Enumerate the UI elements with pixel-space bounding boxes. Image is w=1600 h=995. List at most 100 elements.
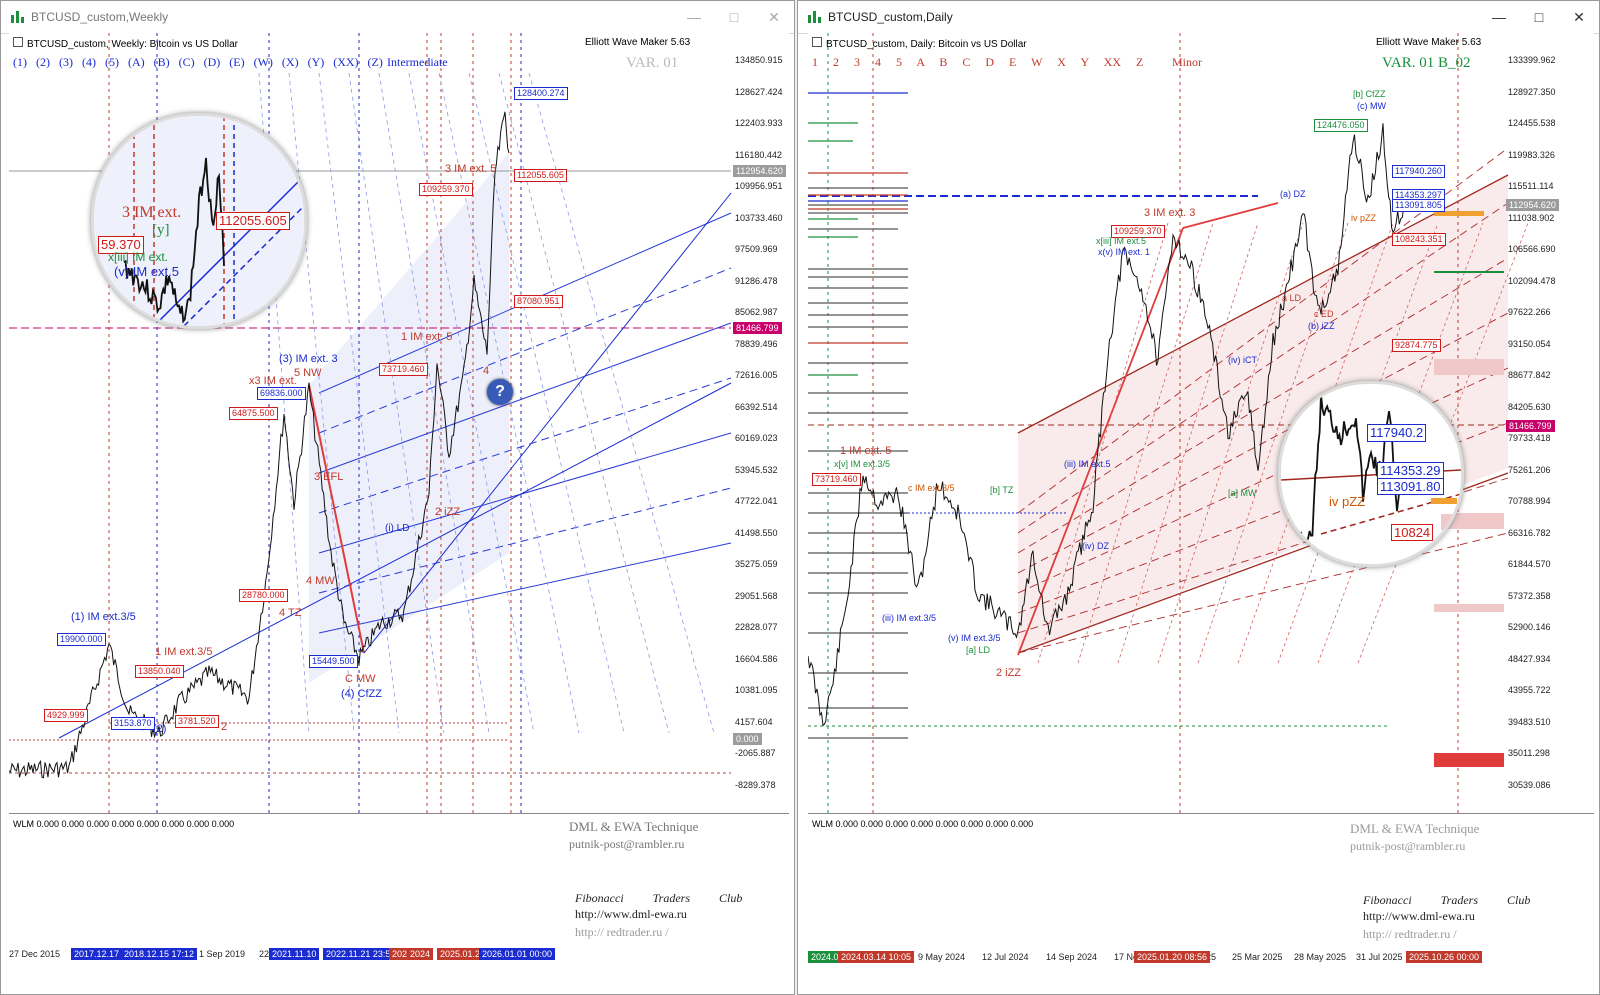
time-badge: 2022.11.21 23:5	[323, 948, 394, 960]
time-badge: 2026.01.01 00:00	[479, 948, 556, 960]
price-tick: 29051.568	[735, 590, 778, 601]
time-badge: 202	[389, 948, 411, 960]
price-tick: 78839.496	[735, 338, 778, 349]
wave-degree-buttons[interactable]: (1) (2) (3) (4) (5) (A) (B) (C) (D) (E) …	[13, 55, 383, 69]
price-tick: 79733.418	[1508, 433, 1551, 443]
time-tick: 28 May 2025	[1294, 952, 1347, 962]
fib-channel-line	[1017, 477, 1509, 634]
credit-technique: DML & EWA Technique	[569, 819, 699, 834]
zoom-price-series	[123, 157, 225, 324]
price-tick: 53945.532	[735, 464, 778, 475]
window-title: BTCUSD_custom,Daily	[828, 10, 953, 24]
symbol-icon	[812, 37, 822, 47]
price-tick: -2065.887	[735, 748, 776, 758]
minimize-icon[interactable]: —	[1492, 9, 1506, 25]
maximize-icon[interactable]: □	[729, 9, 739, 25]
time-badge: 2018.12.15 17:12	[121, 948, 198, 960]
price-tick: 57372.358	[1508, 590, 1551, 601]
zoom-magnifier: 117940.2 114353.29 113091.80 iv pZZ 1082…	[1278, 381, 1464, 567]
wlm-subwindow[interactable]	[808, 813, 1594, 964]
credit-site[interactable]: http:// redtrader.ru /	[1363, 927, 1457, 941]
weekly-chart-window[interactable]: BTCUSD_custom,Weekly — □ ✕ BTCUSD_custom…	[0, 0, 795, 995]
price-tick: 72616.005	[735, 370, 778, 380]
maximize-icon[interactable]: □	[1534, 9, 1544, 25]
price-tick: 47722.041	[735, 496, 778, 506]
level-tag: 109259.370	[1111, 225, 1165, 238]
question-icon[interactable]: ?	[487, 379, 513, 405]
zoom-level-tag: 113091.80	[1377, 478, 1444, 495]
trend-line	[153, 175, 304, 326]
weekly-price-chart[interactable]: BTCUSD_custom, Weekly: Bitcoin vs US Dol…	[8, 33, 789, 963]
wave-label: 4	[483, 365, 490, 377]
close-icon[interactable]: ✕	[768, 8, 780, 25]
title-bar[interactable]: BTCUSD_custom,Weekly — □ ✕	[1, 1, 794, 34]
time-badge: 2024	[407, 948, 434, 960]
wave-label: x[iii] IM ext.5	[1096, 236, 1147, 246]
daily-chart-canvas[interactable]	[807, 33, 1594, 963]
close-icon[interactable]: ✕	[1573, 8, 1585, 25]
level-tag: 3153.870	[111, 717, 155, 730]
daily-chart-window[interactable]: BTCUSD_custom,Daily — □ ✕ BTCUSD_custom,…	[797, 0, 1600, 995]
wave-label: (i) LD	[385, 523, 410, 534]
price-tick: 111038.902	[1508, 212, 1555, 223]
price-tick: 10381.095	[735, 685, 778, 695]
chart-app-icon	[808, 10, 822, 24]
wave-label: (b) iZZ	[1308, 321, 1335, 331]
wave-degree-buttons[interactable]: 1 2 3 4 5 A B C D E W X Y XX Z	[812, 55, 1144, 69]
degree-label[interactable]: Minor	[1172, 55, 1202, 69]
wave-label: iv pZZ	[1351, 213, 1377, 223]
chart-header: BTCUSD_custom, Weekly: Bitcoin vs US Dol…	[13, 37, 238, 50]
price-tick: 61844.570	[1508, 559, 1551, 569]
credit-site[interactable]: http:// redtrader.ru /	[575, 925, 669, 939]
wave-label: (iii) IM ext.5	[1064, 459, 1111, 469]
zoom-label: x[iii] IM ext.	[108, 250, 169, 264]
time-axis[interactable]: 9 May 2024 12 Jul 2024 14 Sep 2024 17 No 25 2…	[808, 950, 1508, 966]
minimize-icon[interactable]: —	[687, 9, 701, 25]
daily-price-chart[interactable]: BTCUSD_custom, Daily: Bitcoin vs US Doll…	[807, 33, 1594, 963]
time-tick: 17 No	[1114, 952, 1139, 962]
time-tick: 12 Jul 2024	[982, 952, 1029, 962]
indicator-name: Elliott Wave Maker 5.63	[585, 37, 691, 48]
level-tag: 3781.520	[175, 715, 219, 728]
wave-label: [a] MW	[1228, 488, 1257, 498]
price-tick: 41498.550	[735, 527, 778, 538]
price-tick: 43955.722	[1508, 685, 1551, 695]
title-bar[interactable]: BTCUSD_custom,Daily — □ ✕	[798, 1, 1599, 34]
wave-label: (iv) DZ	[1082, 541, 1109, 551]
wave-label: c ED	[1314, 309, 1334, 319]
fib-fan-line	[288, 72, 355, 734]
wlm-subwindow[interactable]	[9, 813, 789, 964]
credit-club: Fibonacci Traders Club	[1363, 893, 1531, 907]
price-axis[interactable]: 134850.915 128627.424 122403.933 116180.442…	[731, 33, 789, 813]
price-tick: 85062.987	[735, 307, 778, 317]
zoom-label: iv pZZ	[1329, 494, 1366, 509]
credit-email: putnik-post@rambler.ru	[1350, 839, 1466, 853]
level-tag: 4929.999	[44, 709, 88, 722]
credit-site[interactable]: http://www.dml-ewa.ru	[575, 907, 687, 921]
wave-label: x[v] IM ext.3/5	[834, 459, 891, 469]
credit-site[interactable]: http://www.dml-ewa.ru	[1363, 909, 1475, 923]
zone-marker	[1434, 753, 1504, 767]
wave-label: (c) MW	[1357, 101, 1386, 111]
symbol-icon	[13, 37, 23, 47]
price-tick: 124455.538	[1508, 118, 1556, 128]
fib-channel-line	[1017, 422, 1509, 614]
wave-label: x(v) IM ext. 1	[1098, 247, 1151, 257]
time-badge: 2021.11.10	[269, 948, 320, 960]
price-tick: 97509.969	[735, 244, 778, 254]
wave-label: 1 IM ext.3/5	[155, 646, 213, 658]
level-tag: 13850.040	[135, 665, 184, 678]
fib-fan-line	[1077, 222, 1214, 664]
channel-line	[1017, 174, 1509, 434]
wave-label: a LD	[1282, 293, 1302, 303]
level-tag: 73719.460	[379, 363, 428, 376]
price-tick: 93150.054	[1508, 338, 1551, 349]
time-tick: 27 Dec 2015	[9, 949, 61, 959]
time-tick: 22	[259, 949, 270, 959]
degree-label[interactable]: Intermediate	[387, 55, 448, 69]
level-tag: 112055.605	[514, 169, 567, 182]
time-axis[interactable]: 27 Dec 2015 1 Sep 2019 22 2017.12.17 2018.12…	[9, 947, 731, 963]
price-tick: 116180.442	[735, 149, 782, 160]
time-badge: 2017.12.17	[71, 948, 123, 960]
price-axis[interactable]: 133399.962 128927.350 124455.538 119983.326…	[1504, 33, 1562, 813]
